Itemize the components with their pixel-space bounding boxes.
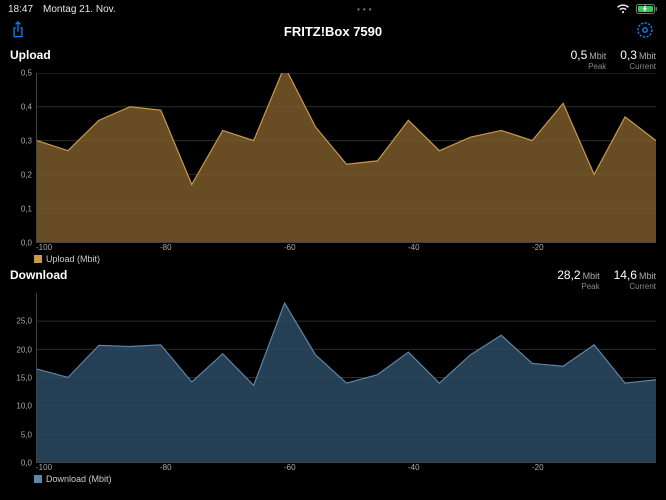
page-title: FRITZ!Box 7590 [0, 24, 666, 39]
download-panel: Download 28,2Mbit Peak 14,6Mbit Current … [0, 264, 666, 484]
download-legend-label: Download (Mbit) [46, 474, 112, 484]
download-current-value: 14,6 [614, 268, 637, 282]
download-peak-unit: Mbit [583, 271, 600, 281]
nav-bar: FRITZ!Box 7590 [0, 18, 666, 44]
upload-peak-label: Peak [571, 62, 607, 71]
upload-legend-label: Upload (Mbit) [46, 254, 100, 264]
download-chart [36, 293, 656, 463]
upload-current-value: 0,3 [620, 48, 637, 62]
status-bar: 18:47 Montag 21. Nov. ••• [0, 0, 666, 18]
battery-icon [636, 4, 658, 14]
download-current-stat: 14,6Mbit Current [614, 268, 656, 291]
upload-peak-value: 0,5 [571, 48, 588, 62]
status-date: Montag 21. Nov. [43, 4, 116, 15]
upload-y-axis: 0,00,10,20,30,40,5 [10, 73, 36, 243]
settings-button[interactable] [636, 21, 654, 42]
upload-current-label: Current [620, 62, 656, 71]
download-peak-stat: 28,2Mbit Peak [557, 268, 599, 291]
upload-current-stat: 0,3Mbit Current [620, 48, 656, 71]
upload-title: Upload [10, 48, 51, 62]
download-legend-swatch-icon [34, 475, 42, 483]
download-peak-value: 28,2 [557, 268, 580, 282]
upload-chart [36, 73, 656, 243]
download-x-axis: -100-80-60-40-20 [10, 463, 656, 473]
upload-panel: Upload 0,5Mbit Peak 0,3Mbit Current 0,00… [0, 44, 666, 264]
wifi-icon [616, 4, 630, 14]
download-y-axis: 0,05,010,015,020,025,0 [10, 293, 36, 463]
status-time: 18:47 [8, 4, 33, 15]
download-peak-label: Peak [557, 282, 599, 291]
upload-legend: Upload (Mbit) [10, 254, 656, 264]
upload-legend-swatch-icon [34, 255, 42, 263]
download-current-label: Current [614, 282, 656, 291]
upload-peak-stat: 0,5Mbit Peak [571, 48, 607, 71]
upload-current-unit: Mbit [639, 51, 656, 61]
download-legend: Download (Mbit) [10, 474, 656, 484]
download-current-unit: Mbit [639, 271, 656, 281]
upload-x-axis: -100-80-60-40-20 [10, 243, 656, 253]
download-title: Download [10, 268, 67, 282]
multitask-dots-icon: ••• [116, 5, 616, 14]
upload-peak-unit: Mbit [589, 51, 606, 61]
